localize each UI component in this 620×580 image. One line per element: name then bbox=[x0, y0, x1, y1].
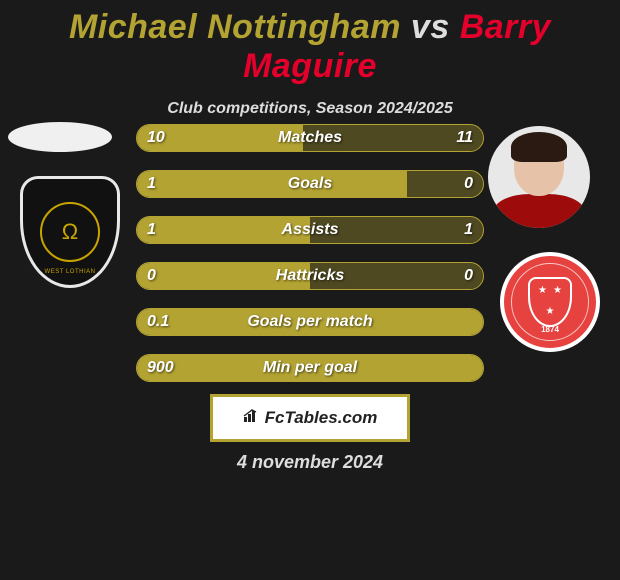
horseshoe-icon: Ω bbox=[40, 202, 100, 262]
stat-right-value: 0 bbox=[464, 175, 473, 193]
date: 4 november 2024 bbox=[237, 452, 383, 473]
stat-row-mpg: 900 Min per goal bbox=[136, 354, 484, 382]
right-club-badge: ★ ★ ★ 1874 bbox=[500, 252, 600, 352]
stat-left-value: 1 bbox=[147, 175, 156, 193]
title-vs: vs bbox=[411, 8, 450, 46]
comparison-title: Michael Nottingham vs Barry Maguire bbox=[0, 0, 620, 86]
badge-year: 1874 bbox=[541, 325, 559, 334]
stats-container: 10 Matches 11 1 Goals 0 1 Assists 1 0 Ha… bbox=[136, 124, 484, 400]
stat-right-value: 11 bbox=[456, 129, 473, 147]
title-left-player: Michael Nottingham bbox=[69, 8, 401, 46]
stat-left-value: 1 bbox=[147, 221, 156, 239]
stat-label: Matches bbox=[278, 129, 342, 147]
chart-icon bbox=[243, 409, 261, 428]
avatar-body bbox=[493, 194, 585, 228]
stat-left-value: 900 bbox=[147, 359, 174, 377]
brand-text: FcTables.com bbox=[265, 408, 378, 428]
left-club-badge-text: WEST LOTHIAN bbox=[45, 269, 96, 275]
avatar-hair bbox=[511, 132, 567, 162]
stat-row-gpm: 0.1 Goals per match bbox=[136, 308, 484, 336]
stat-label: Goals bbox=[288, 175, 332, 193]
stat-left-value: 0.1 bbox=[147, 313, 169, 331]
brand-box: FcTables.com bbox=[210, 394, 410, 442]
stat-right-value: 0 bbox=[464, 267, 473, 285]
left-club-badge: Ω WEST LOTHIAN bbox=[20, 176, 120, 288]
stat-label: Assists bbox=[282, 221, 339, 239]
star-icon: ★ bbox=[546, 306, 555, 317]
stat-label: Goals per match bbox=[247, 313, 372, 331]
star-icon: ★ bbox=[553, 285, 562, 296]
stat-label: Hattricks bbox=[276, 267, 344, 285]
stat-row-hattricks: 0 Hattricks 0 bbox=[136, 262, 484, 290]
stat-right-value: 1 bbox=[464, 221, 473, 239]
stat-left-value: 0 bbox=[147, 267, 156, 285]
star-icon: ★ bbox=[538, 285, 547, 296]
stat-row-matches: 10 Matches 11 bbox=[136, 124, 484, 152]
stat-label: Min per goal bbox=[263, 359, 357, 377]
stat-row-assists: 1 Assists 1 bbox=[136, 216, 484, 244]
right-player-avatar bbox=[488, 126, 590, 228]
stat-left-value: 10 bbox=[147, 129, 165, 147]
left-player-avatar bbox=[8, 122, 112, 152]
subtitle: Club competitions, Season 2024/2025 bbox=[0, 100, 620, 118]
stat-row-goals: 1 Goals 0 bbox=[136, 170, 484, 198]
